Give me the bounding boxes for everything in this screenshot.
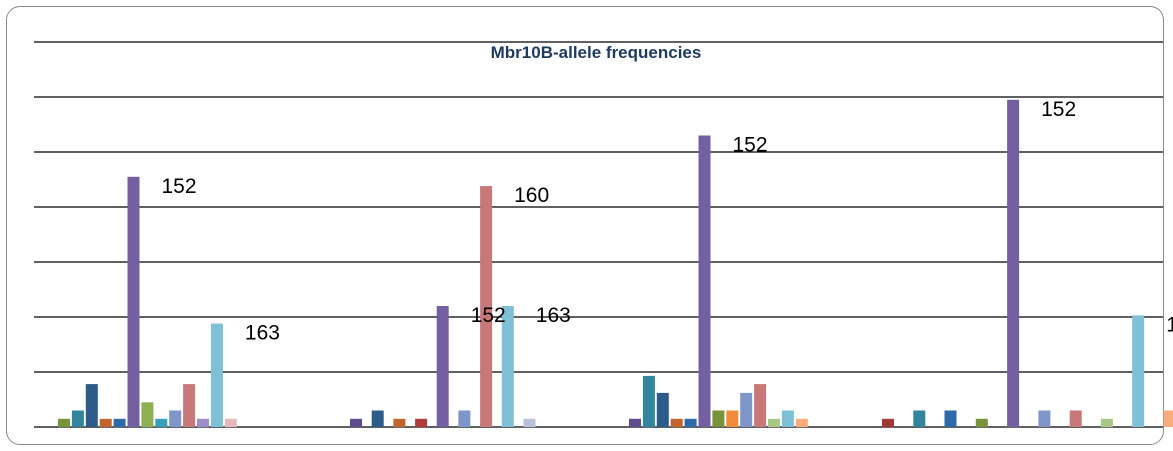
bar xyxy=(1100,418,1113,428)
bar xyxy=(501,306,514,427)
bar xyxy=(197,418,209,428)
data-label: 163 xyxy=(1166,313,1173,336)
bar xyxy=(740,392,753,427)
bar xyxy=(480,186,493,427)
bar xyxy=(629,418,641,428)
bar xyxy=(113,418,126,428)
bar xyxy=(795,418,808,428)
bar xyxy=(523,418,536,428)
bar xyxy=(684,418,697,428)
bar xyxy=(141,402,154,428)
data-label: 163 xyxy=(245,322,280,345)
bar-group-1: 152 163 xyxy=(58,175,280,428)
bar xyxy=(127,176,140,428)
bar xyxy=(882,418,894,428)
bar xyxy=(642,375,655,428)
bar xyxy=(656,392,669,427)
bar xyxy=(99,418,112,428)
bar xyxy=(1069,410,1082,427)
bar xyxy=(71,410,84,427)
data-label: 152 xyxy=(162,175,197,198)
bar xyxy=(768,418,780,428)
bar xyxy=(712,410,725,427)
bar xyxy=(944,410,957,427)
bar xyxy=(913,410,926,427)
bar xyxy=(754,384,767,427)
bar xyxy=(155,418,168,428)
bar xyxy=(393,418,406,428)
bar xyxy=(415,418,428,428)
data-label: 160 xyxy=(514,184,549,207)
bar xyxy=(210,323,223,427)
bar-group-4: 152 163 xyxy=(882,98,1173,428)
bar xyxy=(670,418,683,428)
data-label: 152 xyxy=(1041,98,1076,121)
data-label: 152 xyxy=(471,304,506,327)
bar xyxy=(1163,410,1173,427)
bar xyxy=(726,410,739,427)
data-label: 163 xyxy=(536,304,571,327)
bar xyxy=(975,418,988,428)
bar xyxy=(1007,99,1020,428)
data-label: 152 xyxy=(733,134,768,157)
bar xyxy=(183,384,196,427)
bar xyxy=(436,306,449,427)
bar xyxy=(1038,410,1051,427)
bar xyxy=(1132,315,1145,427)
bar xyxy=(781,410,794,427)
bar xyxy=(58,418,70,428)
bar xyxy=(169,410,182,427)
bar-group-2: 152 160 163 xyxy=(350,184,571,428)
bar xyxy=(85,384,98,427)
bar xyxy=(350,418,362,428)
bar xyxy=(458,410,471,427)
bar xyxy=(371,410,384,427)
bar-group-3: 152 xyxy=(629,134,808,428)
chart-title: Mbr10B-allele frequencies xyxy=(491,43,702,62)
bar xyxy=(698,135,711,427)
bar xyxy=(224,418,237,428)
